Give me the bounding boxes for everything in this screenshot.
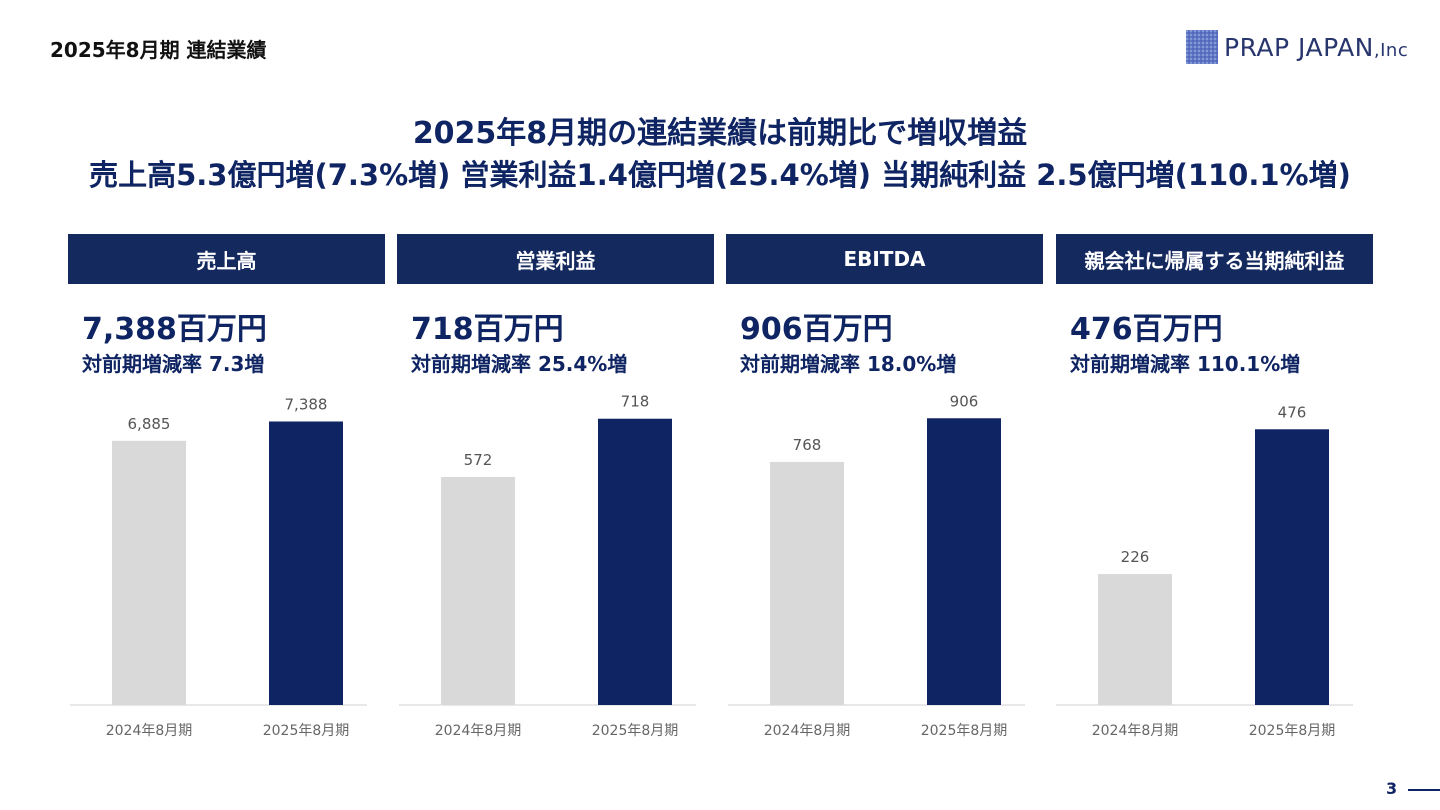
panel-value-net-income: 476百万円 [1070, 312, 1223, 347]
bar-value-label: 476 [1278, 403, 1307, 421]
bar-value-label: 718 [621, 393, 650, 411]
page-number-rule [1408, 789, 1440, 791]
chart-operating-profit-svg: 572 2024年8月期 718 2025年8月期 [399, 393, 696, 739]
bar-value-label: 572 [464, 451, 493, 469]
page-title: 2025年8月期 連結業績 [50, 38, 267, 62]
panel-header-sales: 売上高 [68, 234, 385, 284]
company-logo: PRAP JAPAN,Inc [1186, 30, 1408, 64]
panel-ebitda: EBITDA 906百万円 対前期増減率 18.0%増 [726, 234, 1043, 694]
bar-prior-year [112, 440, 186, 705]
x-tick-label: 2024年8月期 [106, 723, 193, 739]
panel-value-sales: 7,388百万円 [82, 312, 267, 347]
bar-current-year [598, 418, 672, 705]
x-tick-label: 2025年8月期 [263, 723, 350, 739]
panel-net-income: 親会社に帰属する当期純利益 476百万円 対前期増減率 110.1%増 [1056, 234, 1373, 694]
logo-mark-icon [1186, 30, 1218, 64]
panel-header-operating-profit: 営業利益 [397, 234, 714, 284]
panel-change-ebitda: 対前期増減率 18.0%増 [740, 352, 957, 376]
x-tick-label: 2025年8月期 [921, 723, 1008, 739]
bar-value-label: 768 [793, 436, 822, 454]
chart-sales-svg: 6,885 2024年8月期 7,388 2025年8月期 [70, 395, 367, 739]
panel-change-operating-profit: 対前期増減率 25.4%増 [411, 352, 628, 376]
chart-net-income: 226 2024年8月期 476 2025年8月期 [1056, 398, 1381, 748]
bar-value-label: 6,885 [128, 415, 171, 433]
panel-header-net-income: 親会社に帰属する当期純利益 [1056, 234, 1373, 284]
x-tick-label: 2025年8月期 [1249, 723, 1336, 739]
panel-value-operating-profit: 718百万円 [411, 312, 564, 347]
x-tick-label: 2025年8月期 [592, 723, 679, 739]
headline-main: 2025年8月期の連結業績は前期比で増収増益 [412, 116, 1028, 151]
bar-prior-year [441, 476, 515, 705]
bar-value-label: 906 [950, 392, 979, 410]
bar-value-label: 7,388 [285, 395, 328, 413]
panel-change-sales: 対前期増減率 7.3増 [82, 352, 265, 376]
bar-prior-year [1098, 574, 1172, 705]
page-number: 3 [1386, 779, 1398, 798]
bar-current-year [927, 418, 1001, 705]
panel-sales: 売上高 7,388百万円 対前期増減率 7.3増 [68, 234, 385, 694]
chart-net-income-svg: 226 2024年8月期 476 2025年8月期 [1056, 403, 1353, 739]
panel-change-net-income: 対前期増減率 110.1%増 [1070, 352, 1301, 376]
chart-ebitda-svg: 768 2024年8月期 906 2025年8月期 [728, 392, 1025, 739]
x-tick-label: 2024年8月期 [435, 723, 522, 739]
x-tick-label: 2024年8月期 [764, 723, 851, 739]
chart-operating-profit: 572 2024年8月期 718 2025年8月期 [399, 393, 724, 748]
logo-text: PRAP JAPAN,Inc [1224, 32, 1409, 62]
chart-ebitda: 768 2024年8月期 906 2025年8月期 [728, 392, 1053, 748]
bar-prior-year [770, 461, 844, 705]
panel-operating-profit: 営業利益 718百万円 対前期増減率 25.4%増 [397, 234, 714, 694]
chart-sales: 6,885 2024年8月期 7,388 2025年8月期 [70, 395, 395, 748]
bar-value-label: 226 [1121, 548, 1150, 566]
x-tick-label: 2024年8月期 [1092, 723, 1179, 739]
panel-header-ebitda: EBITDA [726, 234, 1043, 284]
bar-current-year [269, 421, 343, 705]
bar-current-year [1255, 429, 1329, 705]
headline-summary: 売上高5.3億円増(7.3%増) 営業利益1.4億円増(25.4%増) 当期純利… [89, 158, 1351, 192]
panel-value-ebitda: 906百万円 [740, 312, 893, 347]
